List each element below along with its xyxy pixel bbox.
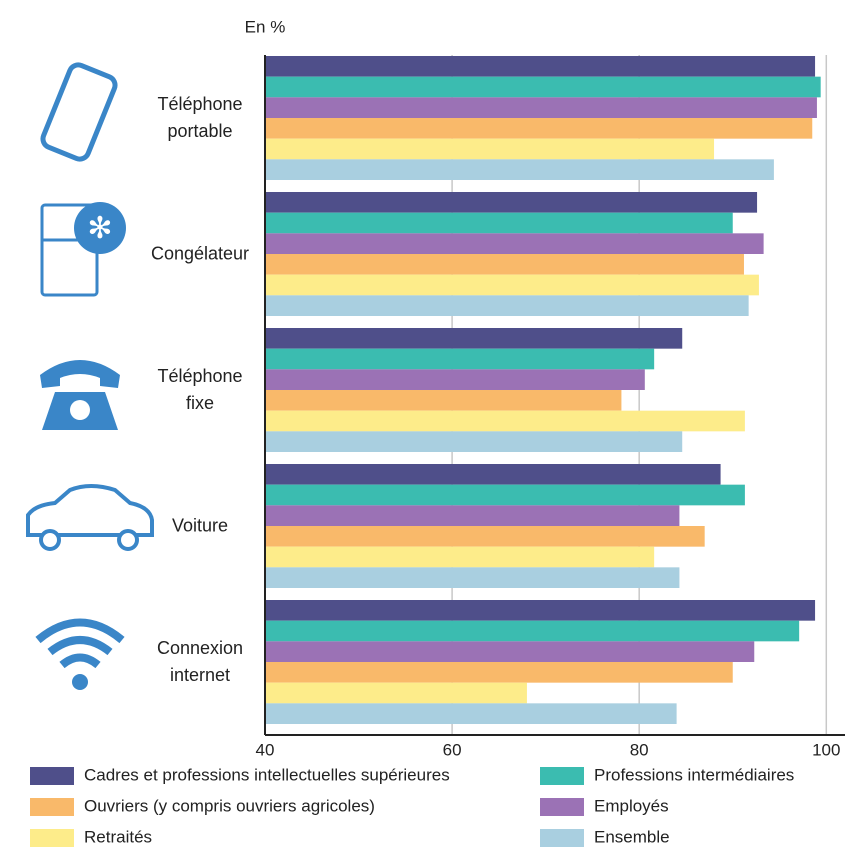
bar xyxy=(265,703,677,724)
bar xyxy=(265,464,721,485)
category-label: Voiture xyxy=(171,515,229,536)
x-tick-label: 100 xyxy=(812,740,840,759)
bar xyxy=(265,431,683,452)
bar xyxy=(265,159,774,180)
svg-text:✻: ✻ xyxy=(87,212,112,245)
bar xyxy=(265,505,680,526)
icon-wifi xyxy=(35,618,125,690)
bar xyxy=(265,295,749,316)
icon-car xyxy=(26,484,154,551)
category-label: Téléphone portable xyxy=(157,94,243,141)
bar xyxy=(265,410,745,432)
legend-swatch xyxy=(540,798,584,816)
bar xyxy=(265,274,759,296)
legend-label: Retraités xyxy=(84,827,152,846)
bar xyxy=(265,97,817,118)
bar xyxy=(265,600,816,621)
category-label: Connexion internet xyxy=(156,638,244,685)
category-label: Congélateur xyxy=(150,243,250,264)
bar xyxy=(265,118,813,139)
icon-mobile xyxy=(40,62,118,162)
bar xyxy=(265,369,645,390)
x-tick-label: 40 xyxy=(256,740,275,759)
bar xyxy=(265,328,683,349)
bar xyxy=(265,662,733,683)
bar xyxy=(265,620,800,642)
legend-label: Employés xyxy=(594,796,669,815)
legend-label: Ensemble xyxy=(594,827,670,846)
bar xyxy=(265,76,821,98)
icon-freezer: ✻ xyxy=(40,202,126,297)
icon-phone xyxy=(40,360,120,430)
bar xyxy=(265,682,527,704)
legend-swatch xyxy=(30,767,74,785)
legend-label: Cadres et professions intellectuelles su… xyxy=(84,765,450,784)
category-label: Téléphone fixe xyxy=(157,366,243,413)
bar xyxy=(265,641,755,662)
bar xyxy=(265,233,764,254)
bar xyxy=(265,390,622,411)
x-tick-label: 80 xyxy=(630,740,649,759)
legend-swatch xyxy=(540,829,584,847)
x-tick-label: 60 xyxy=(443,740,462,759)
bar xyxy=(265,138,715,160)
bar xyxy=(265,254,744,275)
bar xyxy=(265,546,655,568)
unit-label: En % xyxy=(245,17,286,36)
legend-label: Ouvriers (y compris ouvriers agricoles) xyxy=(84,796,375,815)
legend-label: Professions intermédiaires xyxy=(594,765,794,784)
legend-swatch xyxy=(540,767,584,785)
bar xyxy=(265,212,733,234)
bar xyxy=(265,567,680,588)
icons: ✻ xyxy=(26,62,154,690)
bar xyxy=(265,56,816,77)
bar xyxy=(265,484,745,506)
bar xyxy=(265,526,705,547)
bar xyxy=(265,348,655,370)
bar xyxy=(265,192,758,213)
legend-swatch xyxy=(30,798,74,816)
legend-swatch xyxy=(30,829,74,847)
